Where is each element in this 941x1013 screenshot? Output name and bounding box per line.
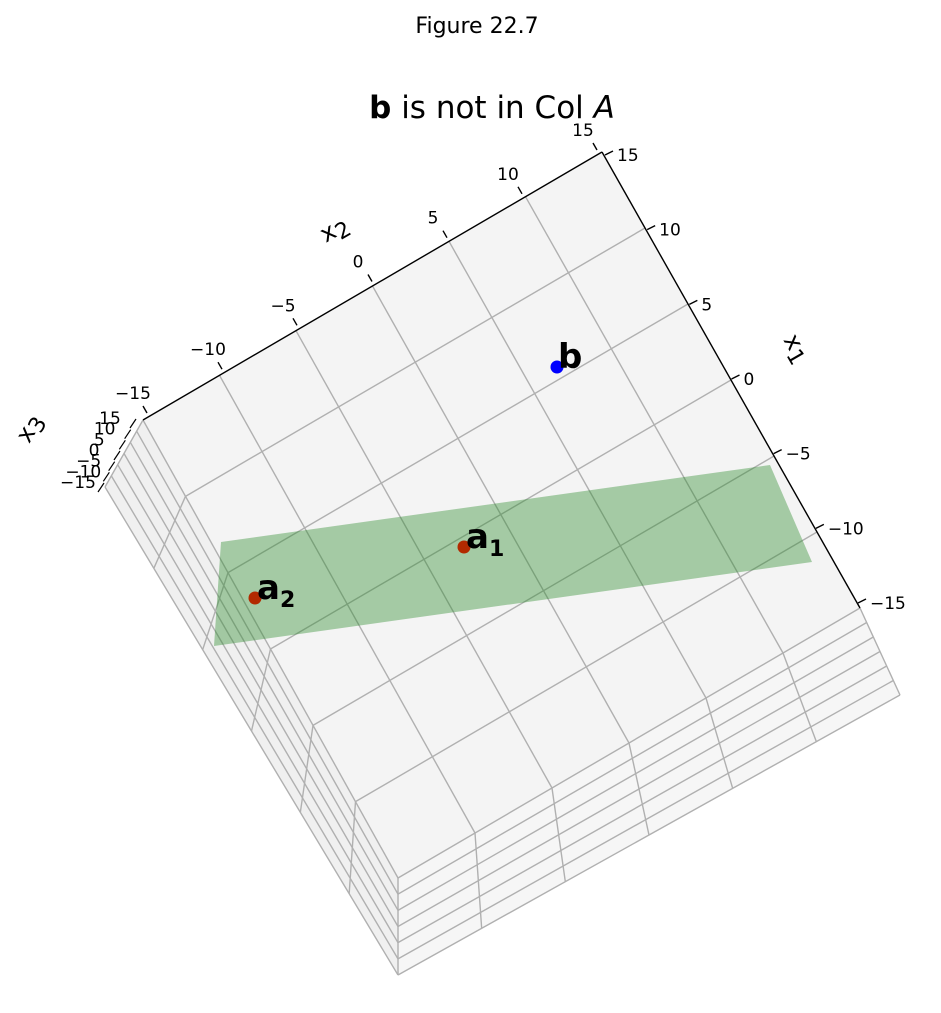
x2-tick-6 bbox=[592, 142, 598, 151]
figure-suptitle: Figure 22.7 bbox=[415, 14, 538, 39]
x1-tick-label-6: −15 bbox=[870, 594, 906, 614]
x3-tick-2 bbox=[118, 440, 126, 450]
x2-tick-4 bbox=[442, 230, 448, 239]
x1-tick-2 bbox=[689, 299, 698, 305]
grid-line-bottom-x2-5 bbox=[782, 652, 817, 742]
box-edge-4 bbox=[397, 694, 901, 976]
x3-tick-4 bbox=[108, 461, 116, 471]
point-b bbox=[550, 360, 564, 374]
x1-tick-label-2: 5 bbox=[701, 295, 712, 315]
x2-tick-3 bbox=[367, 274, 373, 282]
x1-tick-5 bbox=[815, 523, 825, 529]
x2-ticks: −15 −10 −5 0 5 10 15 bbox=[115, 121, 598, 414]
x1-tick-4 bbox=[773, 449, 782, 455]
axis-lines bbox=[142, 151, 861, 609]
grid-line-left-x1-5 bbox=[348, 801, 357, 894]
box-edge-3 bbox=[104, 486, 399, 976]
x1-tick-1 bbox=[646, 225, 656, 231]
x2-tick-label-0: −15 bbox=[115, 384, 151, 404]
point-a2-label: a2 bbox=[257, 568, 295, 613]
x2-tick-label-6: 15 bbox=[572, 121, 594, 141]
title-bold: b bbox=[369, 90, 391, 126]
x2-tick-label-3: 0 bbox=[353, 253, 364, 273]
x3-tick-label-5: −10 bbox=[65, 462, 101, 482]
x3-tick-label-6: −15 bbox=[60, 473, 96, 493]
x1-tick-3 bbox=[731, 374, 740, 380]
title-italic: A bbox=[592, 90, 615, 126]
x1-axis-line bbox=[601, 151, 861, 609]
x1-tick-label-0: 15 bbox=[617, 146, 639, 166]
x2-tick-label-5: 10 bbox=[497, 165, 519, 185]
x3-tick-label-3: 0 bbox=[89, 441, 100, 461]
x3-tick-1 bbox=[124, 429, 132, 439]
x2-tick-2 bbox=[292, 317, 298, 326]
title-rest: is not in Col bbox=[391, 90, 593, 126]
x3-axis-label: x3 bbox=[10, 409, 53, 450]
x3-tick-3 bbox=[113, 450, 121, 461]
point-a1 bbox=[457, 540, 471, 554]
x1-tick-0 bbox=[604, 150, 614, 156]
grid-line-x1-5 bbox=[355, 531, 818, 803]
x2-tick-5 bbox=[517, 186, 523, 195]
x3-tick-label-2: 5 bbox=[94, 430, 105, 450]
x2-tick-label-4: 5 bbox=[428, 209, 439, 229]
x3-tick-5 bbox=[102, 472, 110, 482]
x2-axis-line bbox=[142, 151, 603, 421]
data-points: a1 a2 b bbox=[248, 337, 582, 613]
x1-tick-label-5: −10 bbox=[828, 519, 864, 539]
x1-tick-label-4: −5 bbox=[786, 445, 811, 465]
x1-ticks: 15 10 5 0 −5 −10 −15 bbox=[604, 146, 906, 614]
x3-tick-label-4: −5 bbox=[76, 452, 101, 472]
x2-tick-label-2: −5 bbox=[270, 296, 295, 316]
x3-tick-6 bbox=[97, 482, 105, 493]
point-a1-label: a1 bbox=[466, 517, 504, 562]
col-a-plane bbox=[214, 465, 812, 646]
box-edge-2 bbox=[104, 419, 144, 488]
x3-tick-label-0: 15 bbox=[99, 409, 121, 429]
pane-bottom bbox=[398, 608, 900, 975]
x1-tick-6 bbox=[857, 598, 867, 604]
point-b-label: b bbox=[558, 337, 582, 377]
x2-tick-0 bbox=[142, 405, 148, 414]
point-a2 bbox=[248, 591, 262, 605]
x3-tick-label-1: 10 bbox=[94, 420, 116, 440]
x3-tick-0 bbox=[129, 418, 137, 429]
x2-axis-label: x2 bbox=[315, 210, 356, 253]
x2-tick-label-1: −10 bbox=[190, 340, 226, 360]
chart-title: b is not in Col A bbox=[369, 90, 615, 126]
x1-axis-label: x1 bbox=[773, 329, 816, 370]
box-edge-5 bbox=[859, 607, 901, 696]
x1-tick-label-1: 10 bbox=[659, 221, 681, 241]
x1-tick-label-3: 0 bbox=[744, 370, 755, 390]
box-edge-0 bbox=[142, 419, 399, 879]
x2-tick-1 bbox=[217, 361, 223, 370]
grid-lines bbox=[104, 196, 901, 976]
box-edge-1 bbox=[397, 607, 861, 879]
